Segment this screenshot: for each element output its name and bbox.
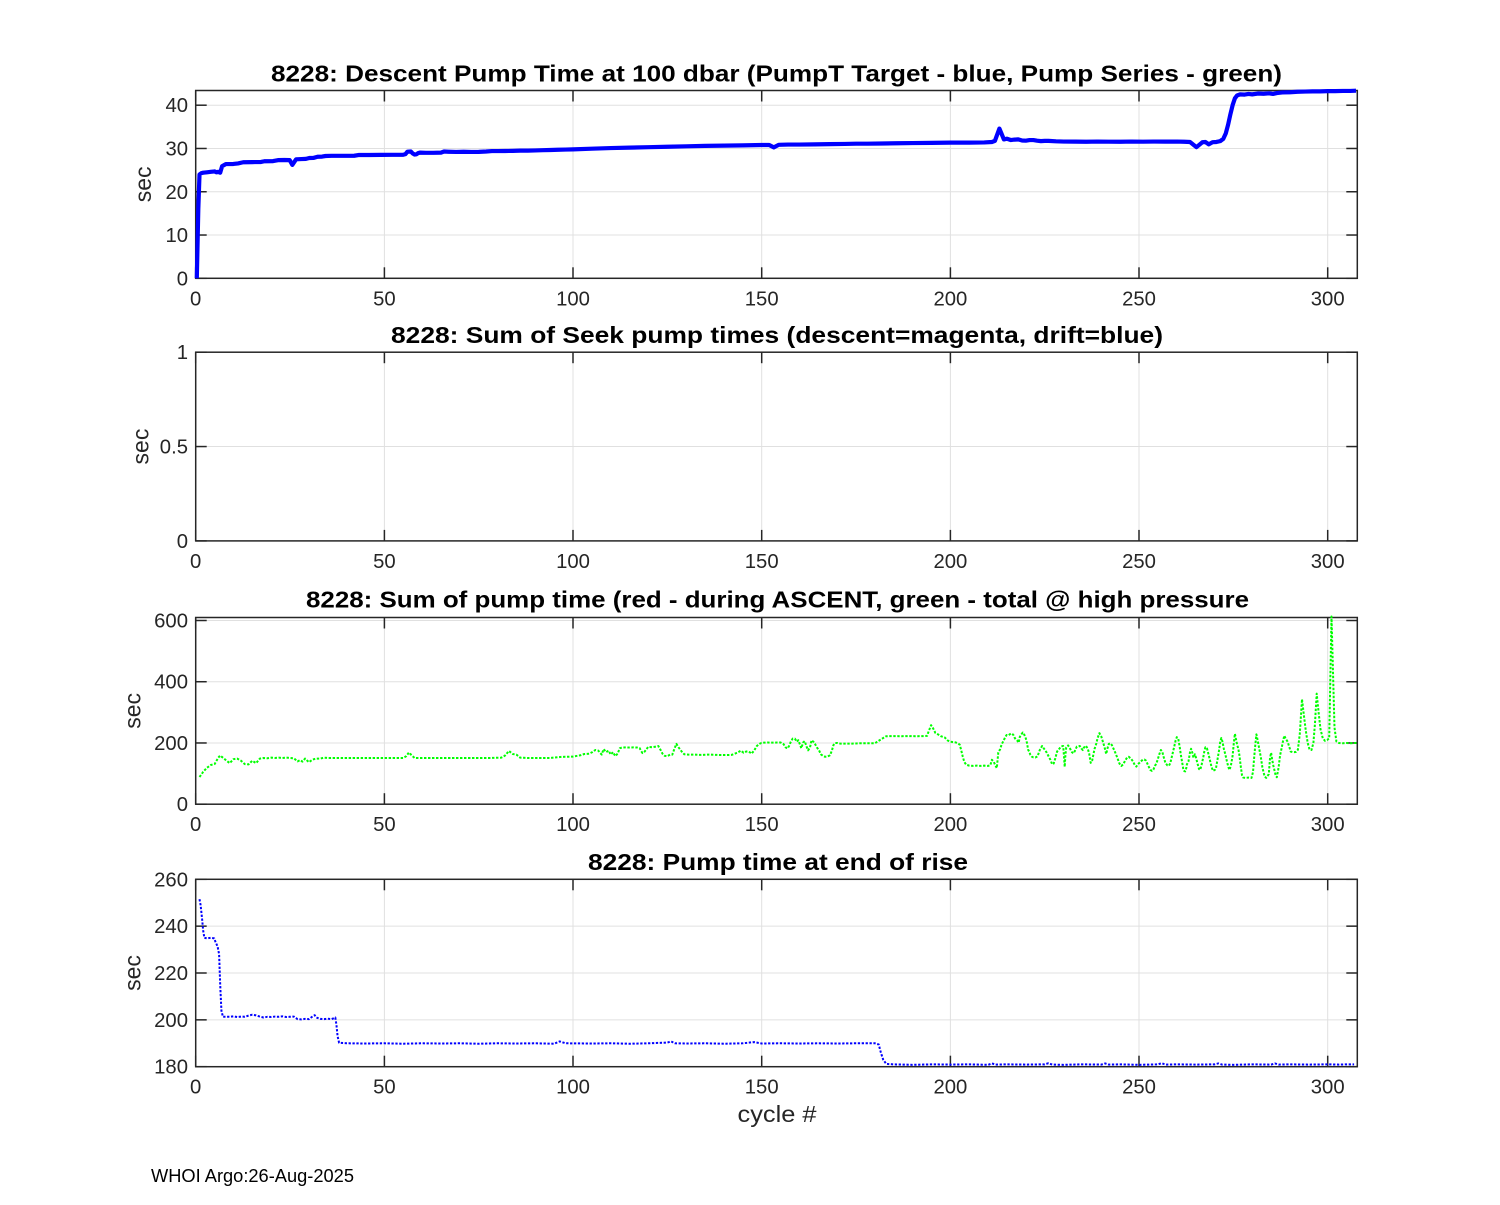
- svg-text:200: 200: [154, 1010, 188, 1032]
- svg-text:0: 0: [190, 1077, 201, 1099]
- svg-text:200: 200: [154, 733, 188, 755]
- svg-text:240: 240: [154, 916, 188, 938]
- svg-text:50: 50: [373, 814, 396, 836]
- svg-text:260: 260: [154, 869, 188, 891]
- svg-text:250: 250: [1122, 551, 1156, 573]
- svg-text:20: 20: [165, 182, 188, 204]
- svg-text:250: 250: [1122, 288, 1156, 310]
- svg-text:sec: sec: [130, 167, 156, 203]
- svg-text:150: 150: [745, 288, 779, 310]
- svg-text:300: 300: [1311, 551, 1345, 573]
- svg-text:8228: Descent Pump Time at 100: 8228: Descent Pump Time at 100 dbar (Pum…: [271, 60, 1282, 86]
- svg-text:50: 50: [373, 551, 396, 573]
- svg-text:100: 100: [556, 1077, 590, 1099]
- svg-text:200: 200: [933, 551, 967, 573]
- svg-text:100: 100: [556, 551, 590, 573]
- svg-text:50: 50: [373, 1077, 396, 1099]
- svg-text:200: 200: [933, 814, 967, 836]
- svg-text:sec: sec: [119, 693, 145, 729]
- svg-text:300: 300: [1311, 814, 1345, 836]
- svg-text:0: 0: [190, 814, 201, 836]
- svg-text:250: 250: [1122, 814, 1156, 836]
- svg-text:8228: Sum of pump time (red -: 8228: Sum of pump time (red - during ASC…: [306, 586, 1249, 612]
- svg-text:400: 400: [154, 672, 188, 694]
- svg-text:sec: sec: [119, 955, 145, 991]
- svg-text:100: 100: [556, 814, 590, 836]
- svg-text:600: 600: [154, 611, 188, 633]
- svg-text:180: 180: [154, 1057, 188, 1079]
- svg-text:100: 100: [556, 288, 590, 310]
- svg-text:150: 150: [745, 551, 779, 573]
- svg-text:200: 200: [933, 288, 967, 310]
- svg-text:250: 250: [1122, 1077, 1156, 1099]
- svg-text:50: 50: [373, 288, 396, 310]
- svg-text:0: 0: [177, 268, 188, 290]
- svg-text:150: 150: [745, 814, 779, 836]
- svg-text:0: 0: [177, 794, 188, 816]
- svg-text:0: 0: [190, 288, 201, 310]
- svg-text:0.5: 0.5: [160, 437, 188, 459]
- svg-text:220: 220: [154, 963, 188, 985]
- svg-text:40: 40: [165, 95, 188, 117]
- svg-text:0: 0: [190, 551, 201, 573]
- svg-text:300: 300: [1311, 288, 1345, 310]
- svg-text:8228: Pump time at end of rise: 8228: Pump time at end of rise: [588, 849, 968, 875]
- svg-text:10: 10: [165, 225, 188, 247]
- svg-text:cycle #: cycle #: [738, 1101, 817, 1127]
- svg-text:200: 200: [933, 1077, 967, 1099]
- svg-text:0: 0: [177, 531, 188, 553]
- svg-text:8228: Sum of Seek pump times (: 8228: Sum of Seek pump times (descent=ma…: [391, 322, 1163, 348]
- svg-text:30: 30: [165, 139, 188, 161]
- svg-text:1: 1: [177, 342, 188, 364]
- svg-text:WHOI Argo:26-Aug-2025: WHOI Argo:26-Aug-2025: [151, 1165, 354, 1186]
- svg-text:150: 150: [745, 1077, 779, 1099]
- svg-text:300: 300: [1311, 1077, 1345, 1099]
- svg-text:sec: sec: [128, 429, 154, 465]
